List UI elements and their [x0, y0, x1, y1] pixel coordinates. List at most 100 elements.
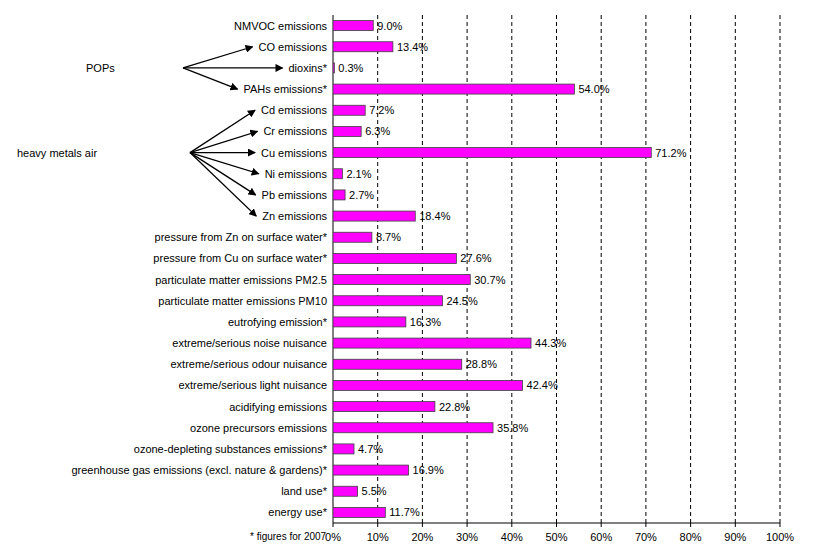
- category-label: CO emissions: [259, 41, 328, 53]
- category-label: eutrofying emission*: [228, 316, 328, 328]
- category-label: dioxins*: [288, 62, 327, 74]
- annotation-arrow: [183, 67, 282, 68]
- data-label: 8.7%: [376, 231, 401, 243]
- category-label: Cd emissions: [261, 104, 328, 116]
- data-label: 24.5%: [447, 295, 478, 307]
- category-label: Cr emissions: [263, 125, 327, 137]
- bar: [333, 105, 365, 115]
- tick-label: 0%: [325, 531, 341, 543]
- data-label: 27.6%: [460, 252, 491, 264]
- bar: [333, 359, 462, 369]
- tick-label: 60%: [590, 531, 612, 543]
- tick-mark: [467, 523, 468, 527]
- data-label: 30.7%: [474, 274, 505, 286]
- data-label: 35.8%: [497, 422, 528, 434]
- grid-line: [780, 15, 781, 523]
- bar: [333, 42, 393, 52]
- data-label: 2.1%: [346, 168, 371, 180]
- annotation-arrow: [190, 153, 256, 217]
- bars: [333, 21, 651, 518]
- bar: [333, 84, 574, 94]
- category-label: extreme/serious odour nuisance: [170, 358, 327, 370]
- bar: [333, 21, 373, 31]
- bar: [333, 63, 334, 73]
- data-label: 16.3%: [410, 316, 441, 328]
- bar: [333, 380, 523, 390]
- tick-mark: [601, 523, 602, 527]
- data-label: 2.7%: [349, 189, 374, 201]
- bar: [333, 423, 493, 433]
- category-label: NMVOC emissions: [234, 20, 327, 32]
- category-label: extreme/serious light nuisance: [178, 379, 327, 391]
- tick-label: 70%: [635, 531, 657, 543]
- grid-line: [645, 15, 646, 523]
- data-label: 28.8%: [466, 358, 497, 370]
- bar: [333, 444, 354, 454]
- data-label: 9.0%: [377, 20, 402, 32]
- x-axis: [333, 523, 780, 524]
- category-label: Zn emissions: [262, 210, 327, 222]
- tick-label: 100%: [766, 531, 794, 543]
- annotation-arrow: [190, 152, 255, 153]
- category-label: extreme/serious noise nuisance: [172, 337, 327, 349]
- bar: [333, 253, 456, 263]
- bar: [333, 507, 385, 517]
- data-label: 11.7%: [389, 506, 420, 518]
- tick-mark: [690, 523, 691, 527]
- bar: [333, 486, 358, 496]
- tick-label: 80%: [680, 531, 702, 543]
- data-label: 42.4%: [527, 379, 558, 391]
- data-label: 18.4%: [419, 210, 450, 222]
- chart: 0%10%20%30%40%50%60%70%80%90%100%NMVOC e…: [0, 0, 824, 555]
- annotation-arrow: [190, 131, 257, 152]
- grid-line: [690, 15, 691, 523]
- category-label: pressure from Cu on surface water*: [153, 252, 327, 264]
- data-label: 0.3%: [338, 62, 363, 74]
- category-label: pressure from Zn on surface water*: [155, 231, 328, 243]
- tick-mark: [780, 523, 781, 527]
- tick-mark: [645, 523, 646, 527]
- category-label: Pb emissions: [262, 189, 328, 201]
- data-label: 4.7%: [358, 443, 383, 455]
- tick-label: 30%: [456, 531, 478, 543]
- annotation-arrow: [183, 47, 253, 68]
- bar: [333, 402, 435, 412]
- category-label: ozone-depleting substances emissions*: [134, 443, 328, 455]
- annotation-arrow: [190, 110, 255, 152]
- category-label: Ni emissions: [265, 168, 328, 180]
- bar: [333, 465, 409, 475]
- annotation-arrow: [190, 153, 256, 195]
- bar: [333, 190, 345, 200]
- data-label: 13.4%: [397, 41, 428, 53]
- bar: [333, 275, 470, 285]
- tick-label: 10%: [367, 531, 389, 543]
- category-label: particulate matter emissions PM10: [158, 295, 327, 307]
- annotation: heavy metals air: [17, 147, 97, 159]
- tick-mark: [735, 523, 736, 527]
- bar: [333, 126, 361, 136]
- data-label: 54.0%: [578, 83, 609, 95]
- data-label: 5.5%: [362, 485, 387, 497]
- category-label: energy use*: [268, 506, 327, 518]
- tick-label: 90%: [724, 531, 746, 543]
- bar: [333, 211, 415, 221]
- category-label: greenhouse gas emissions (excl. nature &…: [71, 464, 327, 476]
- tick-label: 20%: [411, 531, 433, 543]
- tick-label: 50%: [545, 531, 567, 543]
- category-label: PAHs emissions*: [243, 83, 327, 95]
- data-label: 44.3%: [535, 337, 566, 349]
- bar: [333, 169, 342, 179]
- bar: [333, 148, 651, 158]
- tick-mark: [511, 523, 512, 527]
- data-label: 6.3%: [365, 125, 390, 137]
- category-label: ozone precursors emissions: [190, 422, 327, 434]
- data-label: 22.8%: [439, 401, 470, 413]
- annotation-arrow: [183, 68, 237, 89]
- data-label: 16.9%: [413, 464, 444, 476]
- bar: [333, 338, 531, 348]
- data-label: 71.2%: [655, 147, 686, 159]
- footnote: * figures for 2007: [250, 531, 327, 542]
- tick-mark: [422, 523, 423, 527]
- category-label: land use*: [281, 485, 328, 497]
- bar: [333, 296, 443, 306]
